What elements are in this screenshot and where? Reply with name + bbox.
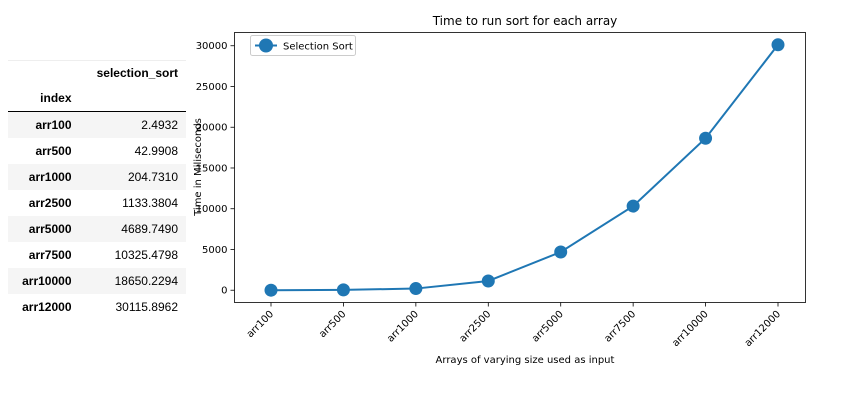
index-header: index	[40, 91, 72, 105]
plot-frame	[234, 32, 806, 303]
row-value: 30115.8962	[115, 300, 178, 314]
table-row: arr2500 1133.3804	[8, 190, 186, 216]
row-index: arr7500	[28, 248, 72, 262]
y-tick-label: 25000	[196, 82, 228, 93]
table-row: arr7500 10325.4798	[8, 242, 186, 268]
data-point	[409, 282, 423, 296]
data-point	[336, 283, 350, 297]
table-row: arr500 42.9908	[8, 138, 186, 164]
y-tick-label: 5000	[202, 245, 227, 256]
data-point	[626, 199, 640, 213]
row-value: 4689.7490	[121, 222, 178, 236]
y-tick-label: 30000	[196, 41, 228, 52]
x-tick-label: arr10000	[670, 309, 710, 349]
row-index: arr2500	[28, 196, 72, 210]
y-axis-label: Time in Miliseconds	[193, 118, 204, 217]
y-tick-label: 0	[221, 286, 227, 297]
table-top-rule	[8, 60, 186, 61]
x-tick-label: arr1000	[385, 309, 421, 345]
row-value: 42.9908	[134, 144, 178, 158]
row-index: arr5000	[28, 222, 72, 236]
chart-title: Time to run sort for each array	[432, 14, 618, 28]
y-axis: 0 5000 10000 15000 20000 25000 30000	[196, 41, 235, 297]
row-value: 204.7310	[127, 170, 178, 184]
results-table-container: selection_sort index arr100 2.4932 arr500…	[8, 60, 186, 320]
x-tick-label: arr5000	[530, 309, 566, 345]
data-point	[699, 131, 713, 145]
table-row: arr100 2.4932	[8, 111, 186, 138]
table-row: arr12000 30115.8962	[8, 294, 186, 320]
y-tick-label: 20000	[196, 123, 228, 134]
legend-marker	[259, 38, 273, 53]
results-table: selection_sort index arr100 2.4932 arr500…	[8, 61, 186, 320]
table-row: arr1000 204.7310	[8, 164, 186, 190]
row-index: arr10000	[22, 274, 72, 288]
legend: Selection Sort	[250, 35, 356, 56]
row-value: 1133.3804	[122, 196, 178, 210]
data-point	[554, 245, 568, 259]
row-index: arr12000	[22, 300, 72, 314]
row-index: arr1000	[28, 170, 72, 184]
legend-label: Selection Sort	[283, 42, 353, 53]
x-tick-label: arr12000	[743, 309, 783, 349]
series-line	[270, 44, 779, 292]
x-tick-label: arr500	[317, 309, 348, 340]
row-index: arr100	[35, 118, 72, 132]
x-axis: arr100 arr500 arr1000 arr2500 arr5000 arr7500…	[245, 302, 783, 349]
x-tick-label: arr2500	[458, 309, 494, 345]
row-value: 10325.4798	[114, 248, 178, 262]
data-point	[481, 274, 495, 288]
row-value: 2.4932	[141, 118, 178, 132]
table-row: arr5000 4689.7490	[8, 216, 186, 242]
series-selection-sort	[264, 38, 785, 297]
x-tick-label: arr100	[245, 309, 276, 340]
x-axis-label: Arrays of varying size used as input	[436, 355, 615, 366]
data-point	[264, 283, 278, 297]
table-row: arr10000 18650.2294	[8, 268, 186, 294]
row-value: 18650.2294	[114, 274, 178, 288]
column-header-selection-sort: selection_sort	[96, 66, 178, 80]
legend-box	[250, 35, 356, 56]
x-tick-label: arr7500	[602, 309, 638, 345]
y-tick-label: 15000	[196, 163, 228, 174]
y-tick-label: 10000	[196, 204, 228, 215]
data-point	[771, 38, 785, 52]
row-index: arr500	[35, 144, 72, 158]
